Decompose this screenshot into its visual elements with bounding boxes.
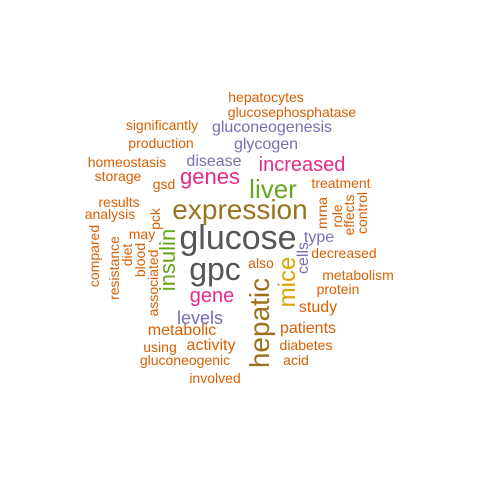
word-metabolism: metabolism: [322, 267, 394, 283]
word-acid: acid: [283, 352, 309, 368]
word-compared: compared: [86, 224, 102, 288]
word-mice: mice: [274, 256, 301, 308]
word-protein: protein: [316, 281, 360, 297]
word-disease: disease: [186, 153, 242, 170]
word-activity: activity: [186, 337, 236, 354]
word-diabetes: diabetes: [279, 337, 333, 353]
word-increased: increased: [258, 154, 346, 176]
word-liver: liver: [249, 174, 297, 204]
word-storage: storage: [94, 168, 142, 184]
word-gpc: gpc: [189, 251, 241, 287]
word-homeostasis: homeostasis: [87, 154, 167, 170]
word-gsd: gsd: [152, 176, 176, 192]
word-may: may: [128, 226, 156, 242]
word-resistance: resistance: [106, 236, 122, 300]
word-associated: associated: [145, 249, 161, 317]
word-hepatic: hepatic: [244, 277, 275, 369]
word-glucose: glucose: [179, 219, 297, 257]
word-analysis: analysis: [84, 206, 136, 222]
word-patients: patients: [279, 320, 337, 337]
word-involved: involved: [189, 370, 241, 386]
word-gluconeogenic: gluconeogenic: [139, 352, 231, 368]
word-levels: levels: [176, 308, 224, 328]
word-study: study: [298, 299, 338, 316]
word-decreased: decreased: [311, 245, 377, 261]
word-glycogen: glycogen: [233, 136, 299, 153]
word-using: using: [143, 339, 177, 355]
word-also: also: [248, 255, 274, 271]
word-mrna: mrna: [314, 197, 330, 229]
word-gluconeogenesis: gluconeogenesis: [211, 119, 333, 136]
word-genes: genes: [180, 164, 240, 189]
word-results: results: [98, 194, 140, 210]
word-control: control: [354, 191, 370, 235]
word-metabolic: metabolic: [147, 322, 217, 339]
word-glucosephosphatase: glucosephosphatase: [227, 104, 357, 120]
word-hepatocytes: hepatocytes: [228, 89, 304, 105]
word-gene: gene: [189, 285, 235, 307]
word-type: type: [303, 229, 335, 246]
word-treatment: treatment: [311, 175, 371, 191]
word-production: production: [128, 135, 194, 151]
word-expression: expression: [172, 194, 308, 225]
word-significantly: significantly: [125, 117, 199, 133]
